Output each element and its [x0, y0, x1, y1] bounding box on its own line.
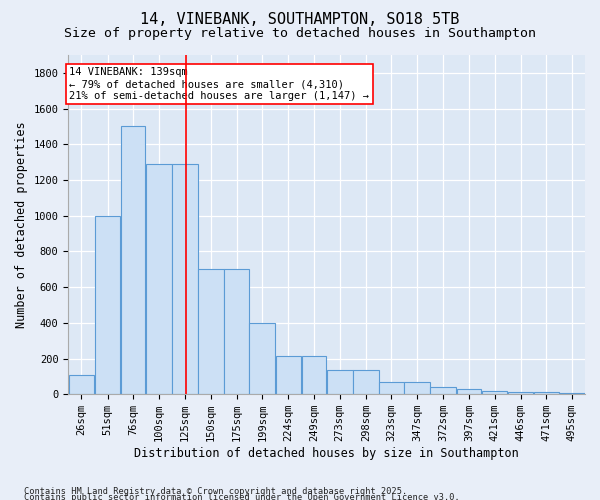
Bar [68, 374, 94, 394]
Bar [95, 216, 121, 394]
Bar [146, 164, 172, 394]
Bar [404, 382, 430, 394]
Bar [275, 356, 301, 394]
Bar [250, 323, 275, 394]
Text: 14, VINEBANK, SOUTHAMPTON, SO18 5TB: 14, VINEBANK, SOUTHAMPTON, SO18 5TB [140, 12, 460, 28]
Bar [121, 126, 145, 394]
X-axis label: Distribution of detached houses by size in Southampton: Distribution of detached houses by size … [134, 447, 519, 460]
Bar [534, 392, 559, 394]
Bar [457, 389, 481, 394]
Bar [482, 390, 508, 394]
Text: 14 VINEBANK: 139sqm
← 79% of detached houses are smaller (4,310)
21% of semi-det: 14 VINEBANK: 139sqm ← 79% of detached ho… [70, 68, 370, 100]
Text: Contains HM Land Registry data © Crown copyright and database right 2025.: Contains HM Land Registry data © Crown c… [24, 486, 407, 496]
Bar [198, 269, 224, 394]
Bar [508, 392, 533, 394]
Bar [379, 382, 404, 394]
Bar [224, 269, 249, 394]
Y-axis label: Number of detached properties: Number of detached properties [15, 122, 28, 328]
Bar [353, 370, 379, 394]
Bar [172, 164, 198, 394]
Text: Contains public sector information licensed under the Open Government Licence v3: Contains public sector information licen… [24, 492, 460, 500]
Bar [430, 387, 456, 394]
Bar [327, 370, 353, 394]
Text: Size of property relative to detached houses in Southampton: Size of property relative to detached ho… [64, 28, 536, 40]
Bar [302, 356, 326, 394]
